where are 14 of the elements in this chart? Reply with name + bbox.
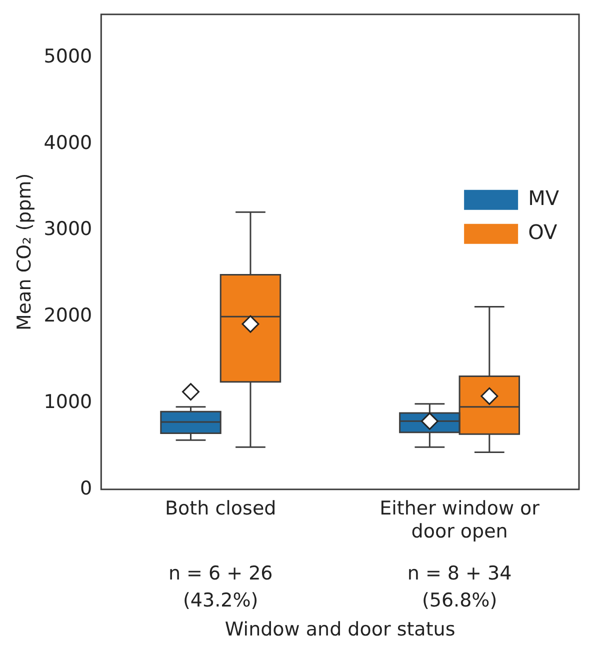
x-tick-label: Both closed xyxy=(165,498,276,520)
y-tick-label: 2000 xyxy=(44,304,92,327)
y-axis-title: Mean CO₂ (ppm) xyxy=(13,173,36,330)
y-tick-label: 1000 xyxy=(44,390,92,413)
x-axis-title: Window and door status xyxy=(224,618,456,640)
text: n = 8 + 34 (56.8%) xyxy=(407,562,512,612)
legend-label: MV xyxy=(528,186,560,210)
y-tick-label: 3000 xyxy=(44,218,92,240)
legend-label: OV xyxy=(528,220,558,244)
text: n = 6 + 26 (43.2%) xyxy=(168,562,273,612)
y-tick-label: 5000 xyxy=(44,46,92,68)
x-tick-label: Either window or door open xyxy=(380,498,540,543)
y-tick-label: 0 xyxy=(80,477,92,500)
y-tick-label: 4000 xyxy=(44,132,92,154)
